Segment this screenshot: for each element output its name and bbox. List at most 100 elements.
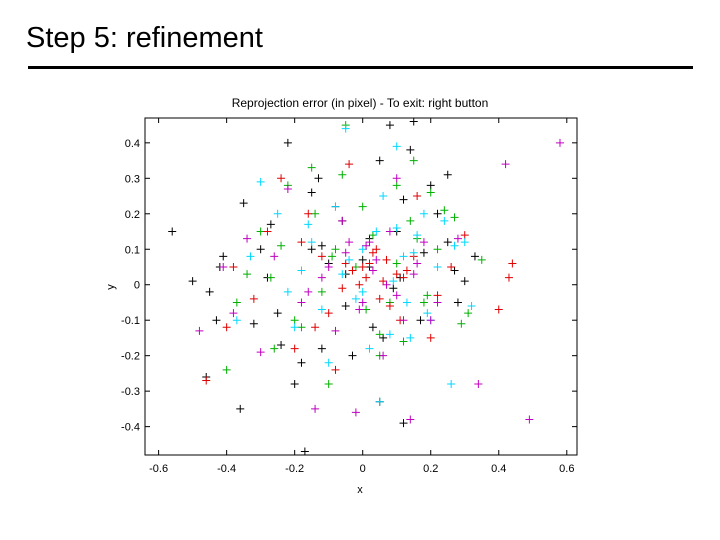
data-point [368,266,377,275]
data-point [494,305,503,314]
data-point [317,344,326,353]
data-point [300,447,309,456]
data-point [324,380,333,389]
data-point [413,231,422,240]
data-point [283,184,292,193]
data-point [477,255,486,264]
data-point [168,227,177,236]
data-point [338,216,347,225]
data-point [392,223,401,232]
data-point [402,266,411,275]
chart-title: Reprojection error (in pixel) - To exit:… [232,96,489,110]
data-point [256,227,265,236]
data-point [304,220,313,229]
data-point [392,174,401,183]
data-point [372,245,381,254]
data-point [426,188,435,197]
data-point [239,199,248,208]
data-point [290,316,299,325]
data-point [338,170,347,179]
data-point [311,404,320,413]
data-point [331,202,340,211]
data-point [273,209,282,218]
data-point [504,273,513,282]
data-point [297,323,306,332]
data-point [392,291,401,300]
data-point [372,227,381,236]
data-point [419,248,428,257]
data-point [423,309,432,318]
data-point [358,255,367,264]
data-point [409,117,418,126]
data-point [205,287,214,296]
data-point [270,344,279,353]
data-point [328,252,337,261]
data-point [450,266,459,275]
data-point [348,266,357,275]
data-point [416,316,425,325]
data-point [440,216,449,225]
data-point [525,415,534,424]
data-point [243,234,252,243]
data-point [385,227,394,236]
plot-frame [144,117,578,456]
scatter-points [168,117,564,456]
data-point [413,259,422,268]
x-tick-label: 0.4 [491,463,506,475]
data-point [273,309,282,318]
data-point [355,305,364,314]
data-point [447,380,456,389]
data-point [348,351,357,360]
data-point [399,337,408,346]
data-point [450,241,459,250]
title-divider [28,66,693,69]
series-2 [202,160,517,385]
data-point [433,245,442,254]
data-point [317,252,326,261]
data-point [243,270,252,279]
data-point [399,419,408,428]
data-point [304,287,313,296]
data-point [362,273,371,282]
data-point [307,238,316,247]
data-point [341,248,350,257]
data-point [341,259,350,268]
data-point [385,302,394,311]
data-point [341,302,350,311]
data-point [351,262,360,271]
data-point [219,252,228,261]
data-point [443,238,452,247]
data-point [379,333,388,342]
data-point [368,323,377,332]
data-point [222,365,231,374]
data-point [392,181,401,190]
data-point [351,408,360,417]
data-point [419,298,428,307]
data-point [443,170,452,179]
data-point [365,344,374,353]
data-point [324,309,333,318]
data-point [195,326,204,335]
data-point [324,358,333,367]
data-point [338,284,347,293]
data-point [311,209,320,218]
data-point [362,241,371,250]
data-point [382,255,391,264]
data-point [317,305,326,314]
data-point [460,277,469,286]
y-tick-label: -0.3 [121,386,140,398]
data-point [331,326,340,335]
data-point [399,195,408,204]
data-point [355,280,364,289]
data-point [290,344,299,353]
data-point [263,227,272,236]
data-point [232,316,241,325]
data-point [246,252,255,261]
data-point [453,298,462,307]
data-point [277,241,286,250]
data-point [464,309,473,318]
y-tick-label: -0.4 [121,422,140,434]
series-4 [195,138,564,424]
data-point [375,330,384,339]
